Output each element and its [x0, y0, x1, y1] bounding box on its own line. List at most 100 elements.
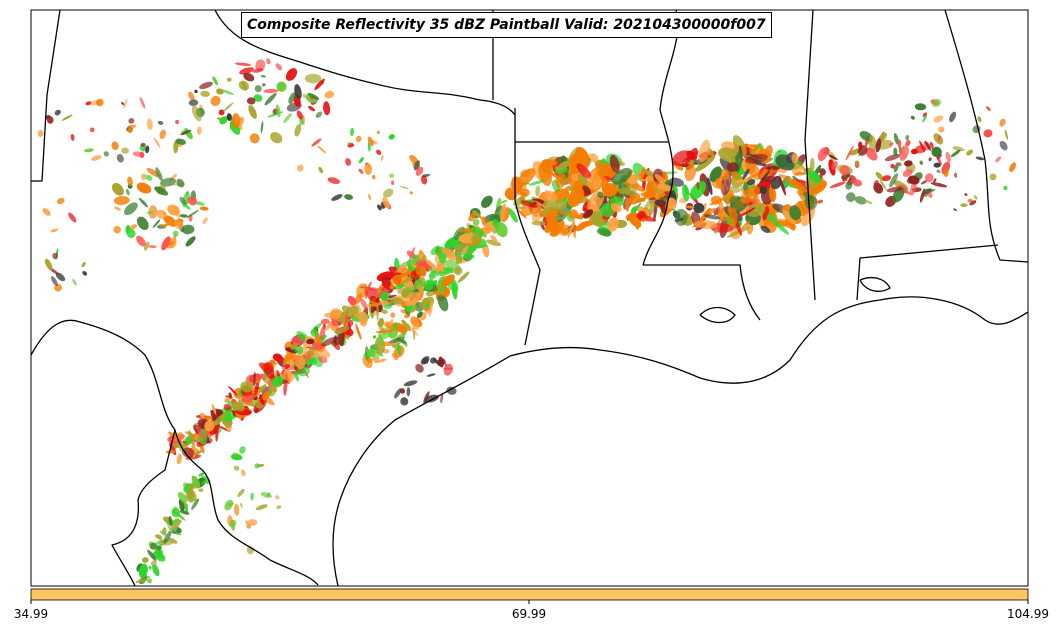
storm-cell: [304, 73, 322, 84]
storm-cell: [355, 323, 362, 341]
storm-cell: [929, 141, 934, 149]
storm-cell: [774, 218, 797, 229]
storm-cell: [223, 403, 232, 411]
storm-cell: [766, 165, 780, 171]
storm-cell: [188, 430, 195, 445]
storm-cell: [684, 164, 696, 182]
storm-cell: [839, 165, 850, 176]
storm-cell: [290, 342, 298, 350]
storm-cell: [111, 182, 124, 196]
storm-cell: [931, 146, 942, 158]
storm-cell: [610, 202, 622, 213]
storm-cell: [685, 147, 698, 171]
storm-cell: [624, 186, 637, 197]
storm-cell: [819, 168, 826, 176]
storm-cell: [954, 172, 958, 178]
storm-cell: [231, 401, 245, 412]
storm-cell: [928, 157, 932, 162]
storm-cell: [542, 198, 568, 211]
storm-cell: [50, 276, 58, 286]
storm-cell: [228, 519, 237, 528]
storm-cell: [596, 228, 612, 237]
storm-cell: [481, 195, 493, 208]
storm-cell: [285, 68, 298, 81]
storm-cell: [850, 176, 856, 183]
storm-cell: [255, 59, 266, 72]
storm-cell: [358, 168, 364, 174]
storm-cell: [602, 183, 618, 197]
storm-cell: [376, 302, 379, 321]
storm-cell: [199, 81, 213, 90]
storm-cell: [389, 296, 405, 305]
storm-cell: [138, 197, 149, 208]
storm-cell: [170, 519, 182, 531]
storm-cell: [178, 498, 185, 512]
storm-cell: [983, 129, 993, 138]
storm-cell: [323, 101, 331, 116]
storm-cell: [215, 409, 224, 417]
storm-cell: [537, 206, 543, 218]
storm-cell: [718, 147, 740, 163]
storm-cell: [368, 193, 372, 201]
storm-cell: [400, 397, 409, 406]
storm-cell: [897, 139, 902, 149]
state-border: [514, 108, 541, 346]
storm-cell: [367, 358, 373, 364]
storm-cell: [173, 206, 181, 219]
storm-cell: [306, 358, 315, 366]
storm-cell: [157, 120, 164, 125]
storm-cell: [481, 216, 487, 226]
storm-cell: [294, 124, 302, 137]
storm-cell: [330, 308, 341, 320]
storm-cell: [612, 167, 632, 185]
storm-cell: [879, 179, 887, 191]
map-frame: [30, 9, 1029, 587]
storm-cell: [520, 192, 528, 199]
storm-cell: [124, 202, 138, 216]
storm-cell: [738, 207, 757, 217]
storm-cell: [241, 395, 253, 403]
storm-cell: [392, 353, 398, 361]
storm-cell: [302, 93, 306, 99]
storm-cell: [715, 177, 724, 191]
storm-cell: [597, 191, 604, 199]
storm-cell: [740, 185, 761, 204]
storm-cell: [163, 530, 172, 544]
storm-cell: [233, 503, 240, 516]
storm-cell: [181, 224, 195, 235]
storm-cell: [324, 90, 335, 99]
storm-cell: [198, 472, 205, 477]
storm-cell: [160, 223, 169, 228]
storm-cell: [139, 96, 146, 109]
storm-cell: [56, 197, 65, 205]
storm-cell: [514, 189, 525, 196]
storm-cell: [191, 105, 202, 122]
storm-cell: [396, 342, 402, 356]
storm-cell: [103, 151, 109, 157]
storm-cell: [794, 171, 808, 176]
storm-cell: [319, 325, 326, 340]
storm-cell: [371, 175, 376, 180]
storm-cell: [132, 151, 144, 157]
storm-cell: [199, 443, 205, 454]
storm-cell: [472, 210, 482, 218]
storm-cell: [953, 208, 957, 212]
storm-cell: [428, 300, 434, 317]
storm-cell: [423, 279, 434, 291]
storm-cell: [176, 453, 182, 465]
storm-cell: [924, 173, 934, 183]
storm-cell: [294, 84, 302, 100]
storm-cell: [828, 154, 838, 160]
storm-cell: [500, 203, 507, 221]
storm-cell: [383, 188, 394, 198]
storm-cell: [889, 142, 894, 147]
storm-cell: [549, 207, 569, 215]
storm-cell: [250, 492, 254, 501]
storm-cell: [716, 213, 727, 226]
storm-cell: [180, 129, 192, 136]
storm-cell: [254, 85, 262, 93]
storm-cell: [938, 126, 945, 133]
storm-cell: [540, 159, 553, 173]
storm-cell: [401, 319, 411, 332]
storm-cell: [489, 213, 494, 222]
